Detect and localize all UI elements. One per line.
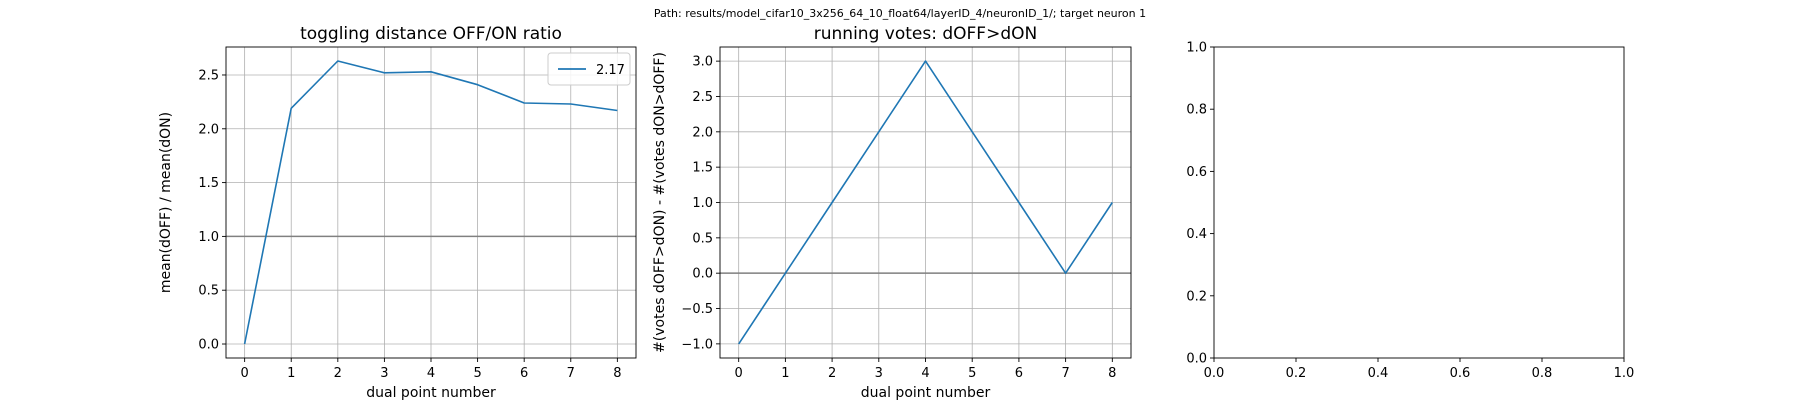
- x-tick-label-1: 1: [287, 366, 295, 381]
- y-tick-label-7: 2.5: [692, 90, 713, 105]
- y-tick-label-2: 1.0: [198, 230, 219, 245]
- x-tick-label-2: 2: [828, 366, 836, 381]
- y-tick-label-3: 1.5: [198, 176, 219, 191]
- x-tick-label-3: 0.6: [1450, 366, 1471, 381]
- x-tick-label-7: 7: [567, 366, 575, 381]
- y-tick-label-1: 0.5: [198, 284, 219, 299]
- x-axis-label: dual point number: [366, 385, 496, 400]
- y-tick-label-1: −0.5: [681, 302, 713, 317]
- x-tick-label-7: 7: [1061, 366, 1069, 381]
- y-tick-label-1: 0.2: [1186, 289, 1207, 304]
- x-tick-label-5: 1.0: [1614, 366, 1635, 381]
- y-tick-label-5: 2.5: [198, 68, 219, 83]
- x-tick-label-2: 0.4: [1368, 366, 1389, 381]
- y-tick-label-6: 2.0: [692, 125, 713, 140]
- x-tick-label-5: 5: [473, 366, 481, 381]
- x-tick-label-0: 0: [240, 366, 248, 381]
- x-tick-label-5: 5: [968, 366, 976, 381]
- y-axis-label: mean(dOFF) / mean(dON): [158, 112, 174, 293]
- suptitle: Path: results/model_cifar10_3x256_64_10_…: [654, 7, 1146, 20]
- y-tick-label-2: 0.4: [1186, 227, 1207, 242]
- series-line-0: [243, 60, 618, 345]
- y-tick-label-5: 1.5: [692, 161, 713, 176]
- x-axis-label: dual point number: [861, 385, 991, 400]
- y-tick-label-2: 0.0: [692, 267, 713, 282]
- y-tick-label-0: −1.0: [681, 337, 713, 352]
- y-tick-label-0: 0.0: [198, 338, 219, 353]
- axes-votes: 0 1 2 3 4 5 6 7 8 −1.0 −0.5 0.0 0.5 1.0 1.5 2.0 2.5 3.0 ru…: [652, 24, 1132, 400]
- x-tick-label-4: 0.8: [1532, 366, 1553, 381]
- axes-empty: 0.0 0.2 0.4 0.6 0.8 1.0 0.0 0.2 0.4 0.6 0.8 1.0: [1186, 41, 1634, 382]
- y-tick-label-5: 1.0: [1186, 41, 1207, 56]
- y-tick-label-4: 2.0: [198, 122, 219, 137]
- x-tick-label-8: 8: [613, 366, 621, 381]
- axes-title: running votes: dOFF>dON: [814, 24, 1037, 44]
- x-tick-label-4: 4: [921, 366, 929, 381]
- y-tick-label-8: 3.0: [692, 55, 713, 70]
- x-tick-label-8: 8: [1108, 366, 1116, 381]
- legend-box: [547, 52, 631, 86]
- x-tick-label-1: 1: [781, 366, 789, 381]
- x-tick-label-6: 6: [520, 366, 528, 381]
- axes-ratio: 0 1 2 3 4 5 6 7 8 0.0 0.5 1.0 1.5 2.0 2.5 toggling dist…: [158, 24, 637, 400]
- x-tick-label-4: 4: [427, 366, 435, 381]
- axes-frame: [1213, 46, 1625, 359]
- legend-label: 2.17: [596, 63, 625, 78]
- x-tick-label-3: 3: [380, 366, 388, 381]
- x-tick-label-3: 3: [875, 366, 883, 381]
- y-tick-label-3: 0.6: [1186, 165, 1207, 180]
- x-tick-label-0: 0.0: [1204, 366, 1225, 381]
- series-line-0: [738, 60, 1113, 345]
- y-tick-label-3: 0.5: [692, 231, 713, 246]
- x-tick-label-6: 6: [1015, 366, 1023, 381]
- y-axis-label: #(votes dOFF>dON) - #(votes dON>dOFF): [652, 52, 668, 353]
- y-tick-label-4: 0.8: [1186, 103, 1207, 118]
- y-tick-label-4: 1.0: [692, 196, 713, 211]
- x-tick-label-1: 0.2: [1286, 366, 1307, 381]
- x-tick-label-0: 0: [735, 366, 743, 381]
- x-tick-label-2: 2: [334, 366, 342, 381]
- y-tick-label-0: 0.0: [1186, 352, 1207, 367]
- axes-title: toggling distance OFF/ON ratio: [300, 24, 562, 44]
